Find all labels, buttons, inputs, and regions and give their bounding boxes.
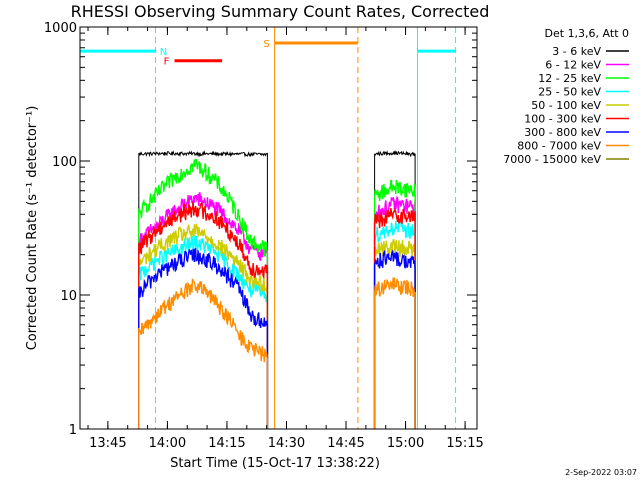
series-line-7-seg-0 xyxy=(138,278,269,429)
x-tick-label: 15:15 xyxy=(446,436,483,451)
x-tick-label: 13:45 xyxy=(89,436,126,451)
y-axis-label: Corrected Count Rate (s⁻¹ detector⁻¹) xyxy=(25,106,40,351)
legend-label: 3 - 6 keV xyxy=(552,45,601,58)
series-line-5-seg-0 xyxy=(138,201,269,429)
footer-timestamp: 2-Sep-2022 03:07 xyxy=(565,468,637,477)
series-line-1-seg-0 xyxy=(138,192,269,429)
y-tick-label: 1 xyxy=(69,423,77,438)
legend-label: 6 - 12 keV xyxy=(545,59,601,72)
flare-marker-label: F xyxy=(164,57,170,68)
x-tick-label: 14:45 xyxy=(327,436,364,451)
series-line-2-seg-1 xyxy=(373,179,416,429)
night-marker-label: N xyxy=(160,47,167,58)
series-line-1-seg-1 xyxy=(373,195,416,429)
legend-label: 300 - 800 keV xyxy=(524,126,601,139)
legend-label: 25 - 50 keV xyxy=(538,86,601,99)
legend-header: Det 1,3,6, Att 0 xyxy=(545,27,629,40)
series-line-6-seg-0 xyxy=(138,247,269,429)
series-line-3-seg-1 xyxy=(373,220,416,429)
legend-label: 12 - 25 keV xyxy=(538,72,601,85)
series-layer xyxy=(138,149,416,429)
y-tick-label: 100 xyxy=(52,155,77,170)
series-line-0-seg-1 xyxy=(374,149,416,429)
x-tick-label: 15:00 xyxy=(387,436,424,451)
series-line-7-seg-1 xyxy=(373,277,416,429)
x-axis-label: Start Time (15-Oct-17 13:38:22) xyxy=(170,456,380,471)
x-tick-label: 14:15 xyxy=(208,436,245,451)
series-line-4-seg-0 xyxy=(138,223,269,429)
legend-label: 800 - 7000 keV xyxy=(517,140,601,153)
plot-frame xyxy=(79,26,478,430)
series-line-4-seg-1 xyxy=(373,239,416,429)
series-line-0-seg-0 xyxy=(138,150,268,429)
y-tick-label: 1000 xyxy=(44,21,77,36)
legend-label: 100 - 300 keV xyxy=(524,113,601,126)
saa-marker-label: S xyxy=(263,39,269,50)
y-tick-label: 10 xyxy=(60,289,77,304)
legend-label: 50 - 100 keV xyxy=(531,99,601,112)
x-axis: 13:45 14:00 14:15 14:30 14:45 15:00 15:15 xyxy=(87,27,484,451)
series-line-6-seg-1 xyxy=(373,249,416,429)
legend-label: 7000 - 15000 keV xyxy=(503,153,601,166)
y-axis: 1 10 100 1000 xyxy=(44,21,477,438)
x-tick-label: 14:30 xyxy=(268,436,305,451)
series-line-2-seg-0 xyxy=(138,158,269,429)
chart-title: RHESSI Observing Summary Count Rates, Co… xyxy=(71,2,490,21)
series-line-5-seg-1 xyxy=(373,206,416,429)
x-tick-label: 14:00 xyxy=(149,436,186,451)
